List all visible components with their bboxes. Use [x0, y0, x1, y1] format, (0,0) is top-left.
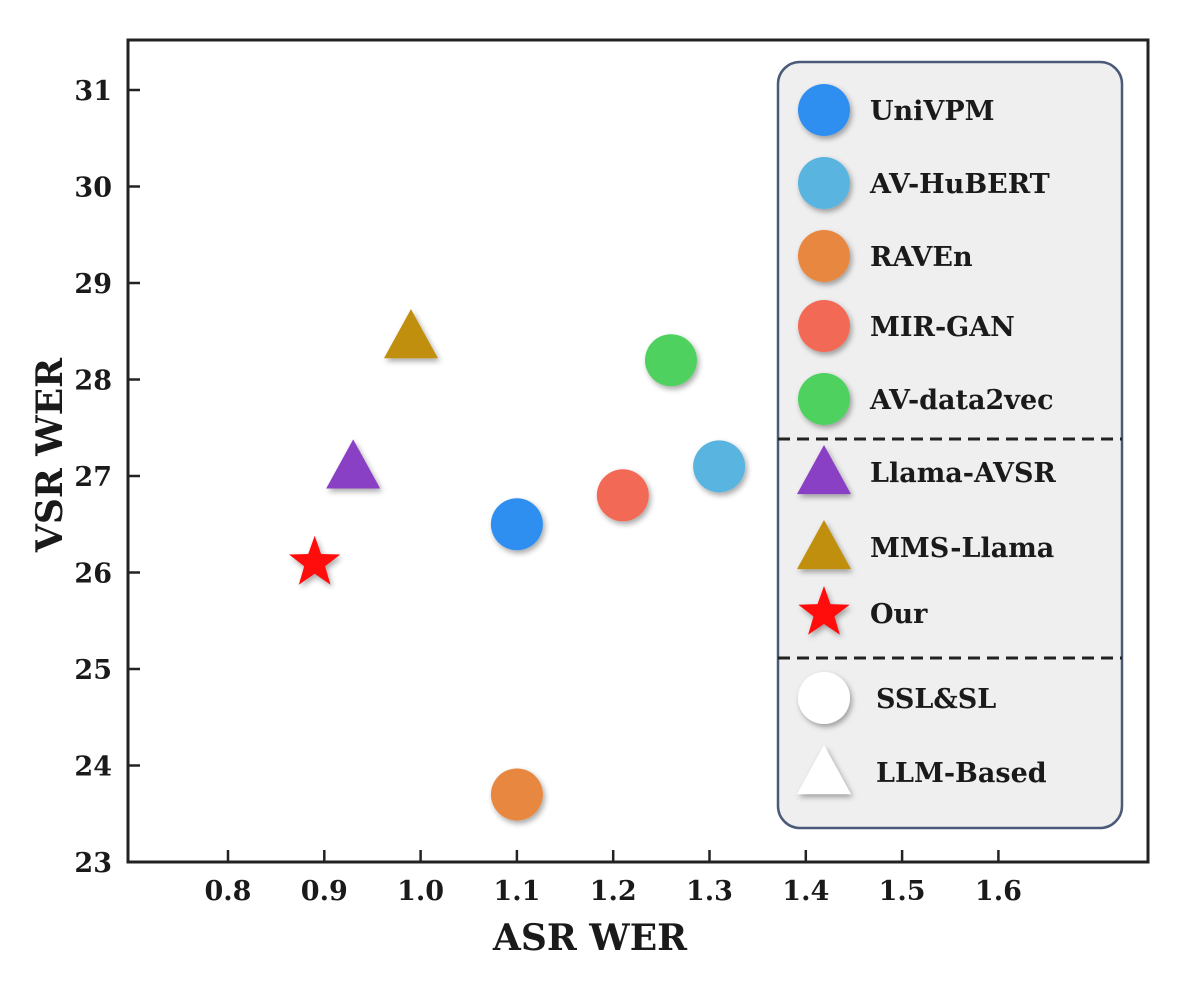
x-tick-label: 0.8 — [205, 876, 252, 907]
y-tick-label: 31 — [74, 76, 112, 107]
x-axis-ticks: 0.8 0.9 1.0 1.1 1.2 1.3 1.4 1.5 1.6 — [205, 850, 1022, 907]
point-mms-llama — [383, 309, 438, 359]
y-tick-label: 28 — [74, 366, 112, 397]
x-tick-label: 0.9 — [301, 876, 348, 907]
legend-label-our: Our — [870, 599, 928, 630]
legend-marker-ssl-sl — [798, 672, 850, 724]
legend-label-ssl-sl: SSL&SL — [876, 684, 996, 715]
y-tick-label: 23 — [74, 848, 112, 879]
y-tick-label: 27 — [74, 462, 112, 493]
point-raven — [490, 768, 543, 821]
legend-label-llm-based: LLM-Based — [876, 758, 1047, 789]
y-tick-label: 25 — [74, 655, 112, 686]
x-tick-label: 1.3 — [686, 876, 733, 907]
y-axis-ticks: 23 24 25 26 27 28 29 30 31 — [74, 76, 140, 879]
y-tick-label: 26 — [74, 559, 112, 590]
y-axis-label: VSR WER — [29, 357, 71, 553]
y-tick-label: 24 — [74, 752, 112, 783]
x-tick-label: 1.0 — [397, 876, 444, 907]
point-llama-avsr — [326, 439, 381, 489]
data-points — [289, 309, 746, 821]
point-av-data2vec — [644, 334, 697, 387]
legend-label-av-hubert: AV-HuBERT — [869, 169, 1050, 200]
x-axis-label: ASR WER — [492, 917, 688, 959]
point-mir-gan — [596, 469, 649, 522]
legend-marker-univpm — [798, 84, 850, 136]
x-tick-label: 1.5 — [879, 876, 926, 907]
point-univpm — [490, 498, 543, 551]
legend-marker-av-hubert — [798, 157, 850, 209]
legend-label-raven: RAVEn — [870, 242, 973, 273]
legend-marker-raven — [798, 230, 850, 282]
x-tick-label: 1.6 — [975, 876, 1022, 907]
legend: UniVPM AV-HuBERT RAVEn MIR-GAN AV-data2vec Ll… — [776, 60, 1124, 830]
legend-label-mir-gan: MIR-GAN — [870, 312, 1015, 343]
legend-marker-llama-avsr — [797, 445, 851, 495]
point-av-hubert — [693, 440, 746, 493]
legend-box — [776, 60, 1124, 830]
point-our — [289, 535, 341, 585]
legend-label-mms-llama: MMS-Llama — [870, 533, 1054, 564]
legend-label-av-data2vec: AV-data2vec — [869, 385, 1054, 416]
y-tick-label: 30 — [74, 173, 112, 204]
legend-label-univpm: UniVPM — [870, 96, 995, 127]
legend-marker-our — [798, 586, 850, 635]
legend-marker-mms-llama — [797, 520, 851, 570]
y-tick-label: 29 — [74, 269, 112, 300]
x-tick-label: 1.1 — [493, 876, 540, 907]
legend-label-llama-avsr: Llama-AVSR — [870, 458, 1056, 489]
legend-marker-av-data2vec — [798, 373, 850, 425]
legend-marker-llm-based — [797, 745, 851, 795]
x-tick-label: 1.2 — [590, 876, 637, 907]
legend-marker-mir-gan — [798, 300, 850, 352]
x-tick-label: 1.4 — [782, 876, 829, 907]
